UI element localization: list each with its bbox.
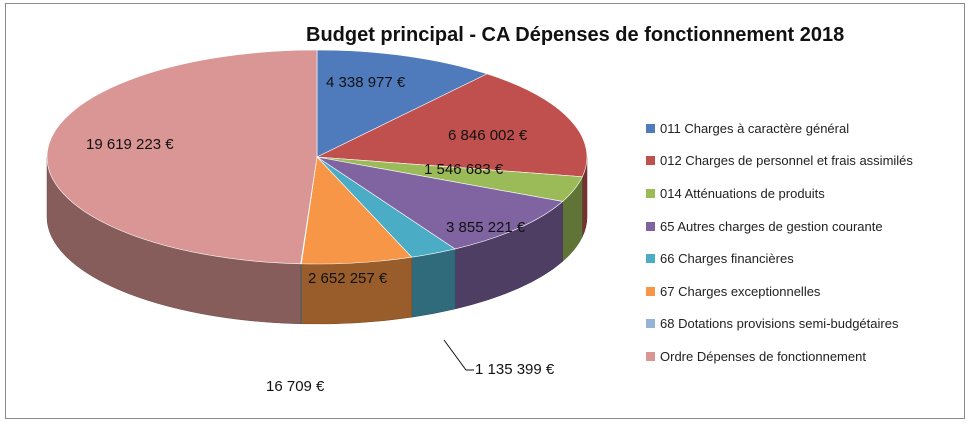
legend-label: 65 Autres charges de gestion courante — [660, 218, 883, 234]
data-label-7: 19 619 223 € — [86, 136, 174, 153]
data-label-4: 1 135 399 € — [475, 361, 555, 378]
legend: 011 Charges à caractère général 012 Charg… — [646, 112, 913, 373]
legend-label: 67 Charges exceptionnelles — [660, 283, 821, 299]
legend-item: 65 Autres charges de gestion courante — [646, 210, 913, 243]
data-label-0: 4 338 977 € — [326, 74, 406, 91]
data-label-6: 16 709 € — [266, 378, 325, 395]
legend-item: 011 Charges à caractère général — [646, 112, 913, 145]
legend-swatch — [646, 123, 655, 133]
slice-3 — [316, 156, 564, 250]
leader-line — [443, 339, 474, 371]
legend-swatch — [646, 286, 655, 296]
legend-swatch — [646, 156, 655, 166]
legend-item: 014 Atténuations de produits — [646, 177, 913, 210]
legend-swatch — [646, 221, 655, 231]
data-label-1: 6 846 002 € — [448, 127, 528, 144]
chart-title: Budget principal - CA Dépenses de foncti… — [306, 24, 845, 46]
slice-5 — [301, 156, 413, 265]
slice-side-4 — [411, 248, 456, 318]
legend-label: 012 Charges de personnel et frais assimi… — [660, 153, 913, 169]
legend-label: Ordre Dépenses de fonctionnement — [660, 348, 866, 364]
data-label-5: 2 652 257 € — [308, 270, 388, 287]
data-label-2: 1 546 683 € — [424, 161, 504, 178]
legend-label: 68 Dotations provisions semi-budgétaires — [660, 316, 899, 332]
slice-side-5 — [301, 256, 412, 325]
data-label-3: 3 855 221 € — [446, 219, 526, 236]
slice-side-6 — [300, 263, 302, 325]
legend-item: 66 Charges financières — [646, 242, 913, 275]
slice-7 — [46, 49, 318, 265]
slice-0 — [316, 49, 488, 158]
chart-frame: Budget principal - CA Dépenses de foncti… — [5, 3, 965, 419]
legend-swatch — [646, 254, 655, 264]
legend-swatch — [646, 188, 655, 198]
legend-swatch — [646, 319, 655, 329]
slice-1 — [315, 73, 588, 178]
legend-label: 011 Charges à caractère général — [660, 120, 850, 136]
legend-item: 67 Charges exceptionnelles — [646, 275, 913, 308]
legend-item: 68 Dotations provisions semi-budgétaires — [646, 308, 913, 341]
legend-item: 012 Charges de personnel et frais assimi… — [646, 145, 913, 178]
pie-chart: 4 338 977 € 6 846 002 € 1 546 683 € 3 855 2… — [46, 49, 588, 395]
legend-label: 66 Charges financières — [660, 251, 794, 267]
legend-item: Ordre Dépenses de fonctionnement — [646, 340, 913, 373]
pie-labels: 4 338 977 € 6 846 002 € 1 546 683 € 3 855 2… — [86, 74, 555, 395]
legend-label: 014 Atténuations de produits — [660, 185, 825, 201]
legend-swatch — [646, 351, 655, 361]
pie-slices — [46, 49, 588, 265]
